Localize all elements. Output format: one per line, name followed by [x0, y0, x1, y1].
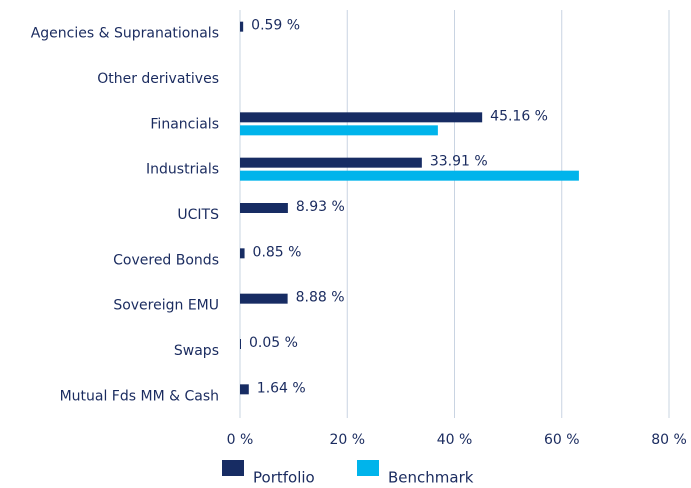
bar — [240, 170, 579, 181]
bar — [240, 157, 422, 168]
bar — [240, 293, 288, 304]
value-label: 1.64 % — [257, 380, 306, 396]
y-tick-label: Financials — [150, 116, 219, 132]
bar — [240, 21, 244, 32]
bar — [240, 203, 288, 213]
x-tick-label: 0 % — [227, 432, 254, 448]
value-label: 45.16 % — [490, 108, 548, 124]
x-tick-label: 80 % — [651, 432, 687, 448]
bar — [240, 112, 483, 123]
x-tick-label: 20 % — [329, 432, 365, 448]
y-tick-label: Industrials — [146, 162, 219, 178]
x-tick-label: 60 % — [544, 432, 580, 448]
y-tick-label: Other derivatives — [97, 71, 219, 87]
value-label: 33.91 % — [430, 154, 488, 170]
y-tick-label: Agencies & Supranationals — [31, 26, 219, 42]
legend-label: Benchmark — [388, 469, 474, 487]
y-tick-label: Mutual Fds MM & Cash — [60, 388, 219, 404]
bar — [240, 248, 245, 259]
bar — [240, 339, 241, 349]
value-label: 0.05 % — [249, 335, 298, 351]
value-label: 0.59 % — [251, 18, 300, 34]
y-tick-label: Swaps — [174, 343, 219, 359]
x-tick-label: 40 % — [437, 432, 473, 448]
y-tick-label: UCITS — [177, 207, 219, 223]
value-label: 0.85 % — [253, 244, 302, 260]
legend-swatch — [222, 460, 244, 476]
bar — [240, 125, 438, 136]
value-label: 8.93 % — [296, 199, 345, 215]
legend-label: Portfolio — [253, 469, 315, 487]
y-tick-label: Sovereign EMU — [113, 298, 219, 314]
legend-swatch — [357, 460, 379, 476]
y-tick-label: Covered Bonds — [113, 252, 219, 268]
bar — [240, 384, 249, 395]
value-label: 8.88 % — [296, 290, 345, 306]
